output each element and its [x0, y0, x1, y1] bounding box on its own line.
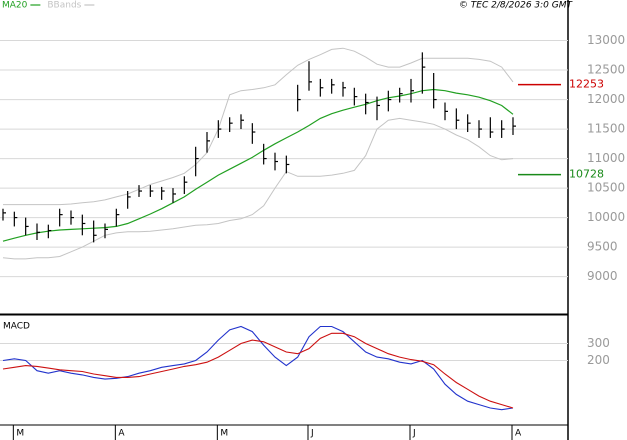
y-tick-label: 10000 — [587, 210, 625, 224]
x-tick-label: M — [220, 429, 228, 439]
ma-line — [2, 88, 514, 242]
y-tick-label: 11500 — [587, 122, 625, 136]
y-tick-label: 13000 — [587, 33, 625, 47]
level-label: 10728 — [569, 168, 604, 181]
level-label: 12253 — [569, 78, 604, 91]
x-tick-label: J — [310, 429, 314, 439]
x-tick-label: A — [118, 429, 125, 439]
y-tick-label: 12000 — [587, 92, 625, 106]
y-tick-label: 9000 — [587, 269, 618, 283]
macd-line — [2, 332, 514, 409]
band-upper — [3, 47, 514, 206]
macd-line — [2, 325, 514, 411]
x-tick-label: A — [515, 429, 522, 439]
y-tick-label: 200 — [587, 353, 610, 367]
legend-label: MA20 — [2, 1, 28, 11]
y-tick-label: 11000 — [587, 151, 625, 165]
y-tick-label: 12500 — [587, 63, 625, 77]
source: © TEC 2/8/2026 3:0 GMT — [459, 1, 574, 11]
band-lower — [2, 117, 514, 260]
panel-title: MACD — [3, 322, 30, 332]
x-tick-label: M — [16, 429, 24, 439]
y-tick-label: 10500 — [587, 181, 625, 195]
legend-label: BBands — [47, 1, 81, 11]
y-tick-label: 9500 — [587, 240, 618, 254]
x-tick-label: J — [412, 429, 416, 439]
y-tick-label: 300 — [587, 336, 610, 350]
